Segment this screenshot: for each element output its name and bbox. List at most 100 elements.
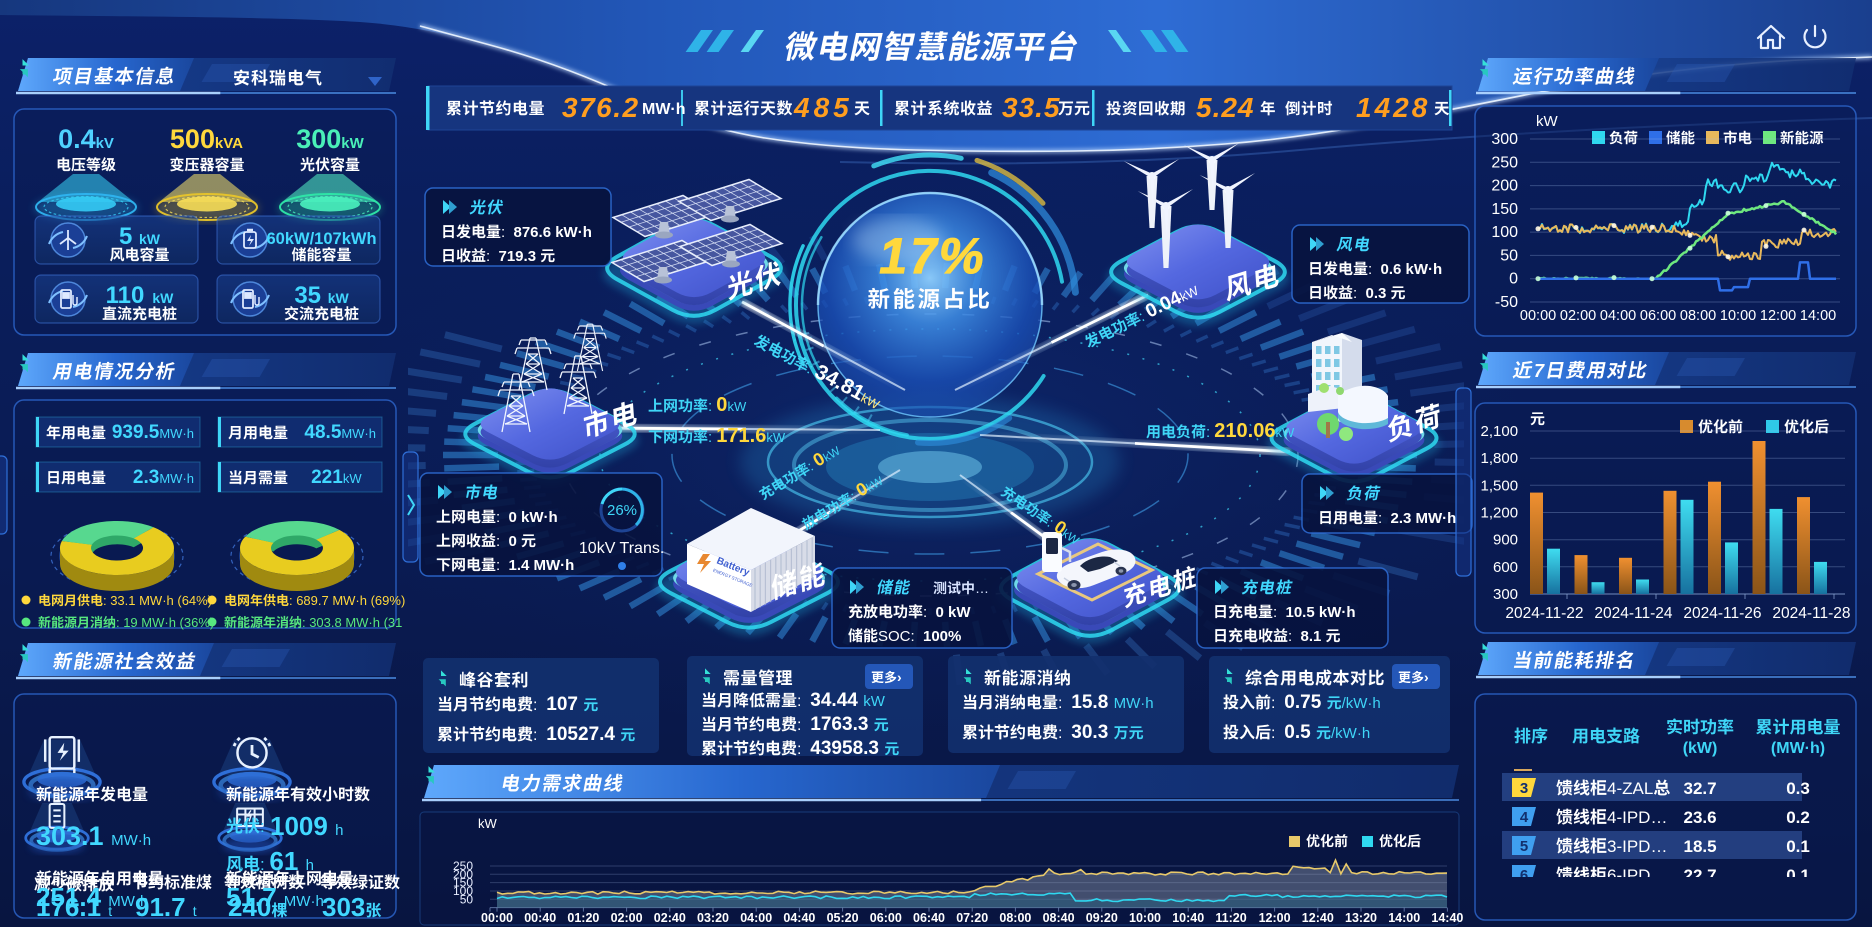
svg-text:376.2: 376.2 (562, 92, 640, 123)
svg-text:240: 240 (228, 892, 271, 922)
svg-text:251.4: 251.4 (36, 882, 102, 912)
svg-text::: : (496, 509, 500, 526)
svg-text::: : (804, 361, 816, 378)
svg-text:h: h (306, 857, 314, 874)
svg-text:1763.3: 1763.3 (810, 714, 868, 735)
svg-text::: : (496, 533, 500, 550)
svg-text::: : (1058, 695, 1062, 712)
svg-text:171.6: 171.6 (716, 425, 766, 447)
svg-text:485: 485 (793, 92, 853, 123)
svg-text::: : (797, 693, 801, 710)
svg-text::: : (1271, 695, 1275, 712)
svg-text:MW·h: MW·h (642, 101, 686, 118)
svg-text:876.6 kW·h: 876.6 kW·h (514, 224, 592, 241)
svg-text::: : (1206, 424, 1210, 441)
svg-text::: : (1353, 285, 1357, 302)
svg-text:h: h (335, 822, 343, 839)
svg-text:33.1 MW·h (64%): 33.1 MW·h (64%) (110, 593, 212, 608)
svg-text:6: 6 (1520, 867, 1528, 884)
svg-text:kW: kW (478, 816, 498, 831)
svg-text:7: 7 (1532, 361, 1548, 382)
svg-text:900: 900 (1493, 532, 1518, 549)
svg-text:0: 0 (509, 533, 517, 550)
svg-text:1,500: 1,500 (1481, 477, 1519, 494)
svg-text:0: 0 (716, 394, 727, 416)
svg-text:13:20: 13:20 (1345, 911, 1377, 925)
svg-text:100: 100 (1491, 224, 1518, 241)
svg-text:MW·h: MW·h (341, 426, 376, 441)
svg-text:30.3: 30.3 (1071, 722, 1108, 743)
svg-text:43958.3: 43958.3 (810, 738, 879, 759)
svg-text:0.3: 0.3 (1786, 779, 1810, 798)
svg-text:00:00: 00:00 (1520, 308, 1556, 324)
svg-text:14:00: 14:00 (1388, 911, 1420, 925)
svg-text:17%: 17% (875, 227, 991, 284)
svg-text::: : (1271, 725, 1275, 742)
svg-text::: : (1273, 604, 1277, 621)
svg-text:2.3 MW·h: 2.3 MW·h (1391, 510, 1457, 527)
svg-text:10:00: 10:00 (1720, 308, 1756, 324)
svg-text:3-IPD…: 3-IPD… (1607, 837, 1667, 856)
svg-text:SOC:: SOC: (878, 628, 915, 645)
svg-text::: : (708, 398, 712, 415)
svg-text:02:00: 02:00 (1560, 308, 1596, 324)
svg-text:…: … (975, 580, 989, 596)
svg-text:14:40: 14:40 (1431, 911, 1463, 925)
svg-text::: : (1058, 725, 1062, 742)
svg-text:500: 500 (170, 124, 215, 154)
svg-text:11:20: 11:20 (1215, 911, 1246, 925)
svg-text:kW: kW (1536, 113, 1559, 130)
svg-text:107: 107 (546, 694, 578, 715)
svg-text:303.8 MW·h (31: 303.8 MW·h (31 (309, 615, 402, 630)
svg-text::: : (302, 615, 306, 630)
svg-text:1428: 1428 (1356, 92, 1430, 123)
svg-text:03:20: 03:20 (697, 911, 729, 925)
svg-text::: : (797, 717, 801, 734)
svg-text:91.7: 91.7 (135, 892, 186, 922)
svg-text:MW·h: MW·h (111, 832, 151, 849)
svg-text:200: 200 (453, 867, 473, 881)
svg-text:04:00: 04:00 (740, 911, 772, 925)
svg-text:kW: kW (766, 430, 786, 445)
svg-text::: : (533, 727, 537, 744)
svg-text:-50: -50 (1495, 294, 1518, 311)
svg-text::: : (260, 855, 265, 874)
svg-text:10.5 kW·h: 10.5 kW·h (1286, 604, 1356, 621)
svg-text:300: 300 (1493, 586, 1518, 603)
svg-text:0.5: 0.5 (1284, 722, 1311, 743)
svg-text:06:40: 06:40 (913, 911, 945, 925)
svg-text:33.5: 33.5 (1002, 92, 1061, 123)
svg-text:10527.4: 10527.4 (546, 724, 615, 745)
svg-text::: : (116, 615, 120, 630)
svg-text::: : (708, 429, 712, 446)
svg-text:/kW·h: /kW·h (1342, 695, 1381, 712)
svg-text:05:20: 05:20 (827, 911, 859, 925)
svg-text:0.1: 0.1 (1786, 866, 1810, 885)
svg-text:14:00: 14:00 (1800, 308, 1836, 324)
svg-text::: : (804, 458, 816, 474)
svg-text:0.4: 0.4 (58, 124, 96, 154)
svg-text:08:00: 08:00 (999, 911, 1031, 925)
svg-text::: : (103, 593, 107, 608)
svg-text:34.44: 34.44 (810, 690, 858, 711)
svg-text::: : (486, 248, 490, 265)
svg-text:04:00: 04:00 (1600, 308, 1636, 324)
svg-text:10kV Trans.: 10kV Trans. (579, 540, 664, 557)
svg-text:250: 250 (453, 859, 473, 873)
svg-text:303.1: 303.1 (36, 821, 104, 851)
svg-text:15.8: 15.8 (1071, 692, 1108, 713)
svg-text:50: 50 (1500, 247, 1518, 264)
svg-text:0 kW·h: 0 kW·h (509, 509, 558, 526)
svg-text::: : (1288, 628, 1292, 645)
svg-text:07:20: 07:20 (956, 911, 988, 925)
svg-text:22.7: 22.7 (1684, 866, 1717, 885)
svg-text:01:20: 01:20 (567, 911, 599, 925)
svg-text:100%: 100% (923, 628, 961, 645)
svg-text:12:00: 12:00 (1259, 911, 1291, 925)
svg-text:2024-11-26: 2024-11-26 (1683, 605, 1761, 622)
svg-text:›: › (1424, 669, 1429, 685)
svg-text::: : (501, 224, 505, 241)
svg-text:09:20: 09:20 (1086, 911, 1118, 925)
svg-text:(kW): (kW) (1683, 740, 1718, 757)
svg-text:0.1: 0.1 (1786, 837, 1810, 856)
